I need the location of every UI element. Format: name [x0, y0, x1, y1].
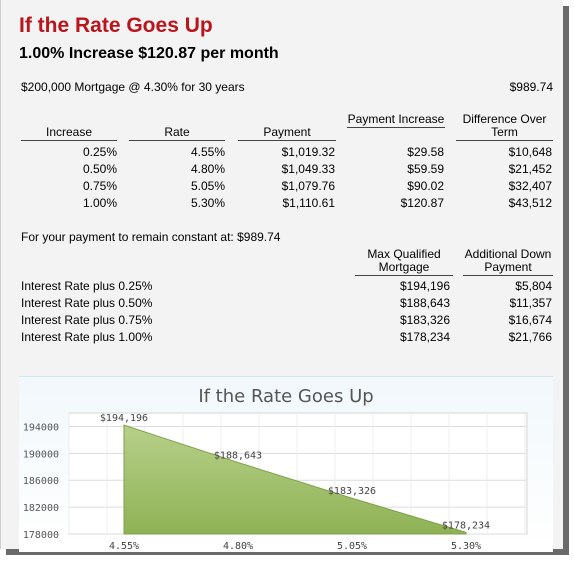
- increase-cell: $10,648: [508, 145, 552, 159]
- x-tick-label: 5.05%: [337, 541, 367, 552]
- data-label: $194,196: [100, 413, 148, 424]
- y-tick-label: 190000: [23, 449, 59, 460]
- increase-cell: $43,512: [508, 196, 552, 210]
- col-header-rate: Rate: [129, 126, 225, 141]
- y-tick-label: 178000: [23, 530, 59, 541]
- mortgage-payment: $989.74: [509, 80, 553, 94]
- constant-row-label: Interest Rate plus 1.00%: [21, 330, 153, 344]
- data-label: $178,234: [442, 520, 490, 531]
- increase-cell: 4.80%: [190, 162, 225, 176]
- constant-row-label: Interest Rate plus 0.25%: [21, 279, 153, 293]
- increase-cell: $90.02: [407, 179, 444, 193]
- increase-cell: $120.87: [400, 196, 444, 210]
- increase-cell: 0.50%: [82, 162, 117, 176]
- increase-cell: 5.05%: [190, 179, 225, 193]
- col-header-max-qualified: Max Qualified Mortgage: [355, 248, 453, 276]
- data-label: $188,643: [214, 450, 262, 461]
- area-series: [123, 424, 467, 535]
- additional-down-cell: $16,674: [508, 313, 552, 327]
- increase-cell: 5.30%: [190, 196, 225, 210]
- max-qualified-cell: $188,643: [399, 296, 450, 310]
- increase-cell: $1,079.76: [281, 179, 335, 193]
- rate-chart: If the Rate Goes Up 178000 182000 186000 190…: [19, 376, 553, 552]
- increase-cell: $59.59: [407, 162, 444, 176]
- col-header-additional-down: Additional Down Payment: [463, 247, 553, 276]
- constant-payment-label: For your payment to remain constant at: …: [21, 230, 281, 244]
- page-subtitle: 1.00% Increase $120.87 per month: [19, 45, 279, 62]
- y-tick-label: 182000: [23, 503, 59, 514]
- col-header-payment: Payment: [238, 126, 336, 141]
- increase-cell: $1,049.33: [281, 162, 335, 176]
- x-tick-label: 5.30%: [451, 541, 481, 552]
- increase-cell: 4.55%: [190, 145, 225, 159]
- increase-cell: $29.58: [407, 145, 444, 159]
- page-title: If the Rate Goes Up: [19, 14, 213, 37]
- col-header-difference: Difference Over Term: [456, 113, 553, 141]
- col-header-increase: Increase: [21, 126, 117, 141]
- increase-cell: $1,019.32: [281, 145, 335, 159]
- additional-down-cell: $5,804: [515, 279, 552, 293]
- increase-cell: 0.75%: [82, 179, 117, 193]
- y-tick-label: 186000: [23, 476, 59, 487]
- max-qualified-cell: $194,196: [399, 279, 450, 293]
- calculator-panel: If the Rate Goes Up 1.00% Increase $120.…: [0, 0, 563, 552]
- max-qualified-cell: $183,326: [399, 313, 450, 327]
- col-header-payment-increase: Payment Increase: [347, 112, 445, 128]
- y-tick-label: 194000: [23, 422, 59, 433]
- increase-cell: $1,110.61: [282, 196, 336, 210]
- increase-cell: 0.25%: [82, 145, 117, 159]
- chart-svg: If the Rate Goes Up 178000 182000 186000 190…: [23, 386, 528, 552]
- additional-down-cell: $21,766: [508, 330, 552, 344]
- chart-title: If the Rate Goes Up: [198, 386, 373, 407]
- max-qualified-cell: $178,234: [399, 330, 450, 344]
- constant-row-label: Interest Rate plus 0.50%: [21, 296, 153, 310]
- mortgage-description: $200,000 Mortgage @ 4.30% for 30 years: [21, 80, 245, 94]
- additional-down-cell: $11,357: [509, 296, 553, 310]
- x-tick-label: 4.80%: [223, 541, 253, 552]
- data-label: $183,326: [328, 486, 376, 497]
- increase-cell: $32,407: [508, 179, 552, 193]
- x-tick-label: 4.55%: [109, 541, 139, 552]
- increase-cell: 1.00%: [82, 196, 117, 210]
- increase-cell: $21,452: [508, 162, 552, 176]
- constant-row-label: Interest Rate plus 0.75%: [21, 313, 153, 327]
